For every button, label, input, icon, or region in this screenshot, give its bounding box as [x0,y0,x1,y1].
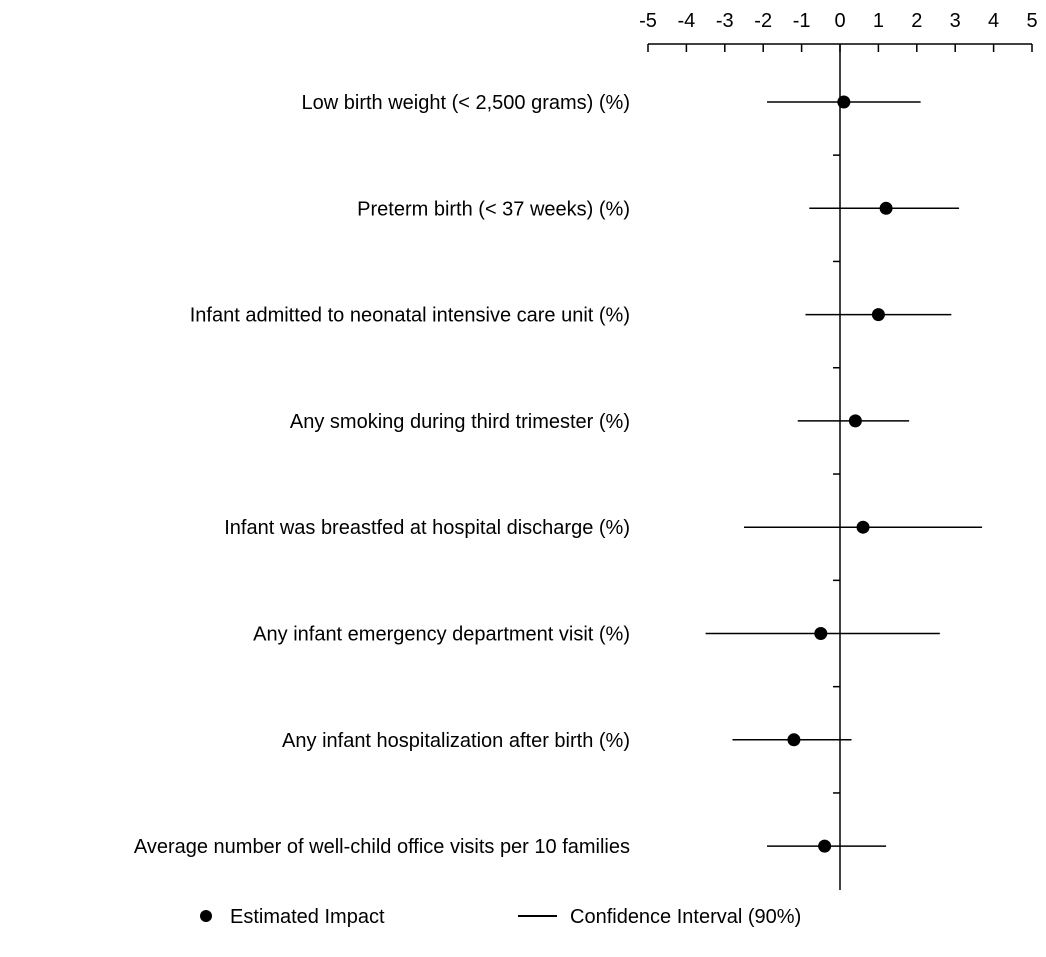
estimate-point [848,414,862,428]
row-label: Any infant emergency department visit (%… [253,624,630,646]
x-tick-label: 1 [873,10,884,32]
legend-impact-marker [200,910,212,922]
x-tick-label: 2 [911,10,922,32]
x-tick-label: -2 [754,10,772,32]
row-label: Low birth weight (< 2,500 grams) (%) [302,92,630,114]
x-axis: -5 -4 -3 -2 -1 0 1 2 3 4 5 [639,10,1038,52]
row-label: Infant admitted to neonatal intensive ca… [190,305,630,327]
row-label: Average number of well-child office visi… [134,836,630,858]
y-axis [833,44,841,890]
estimate-point [814,627,828,640]
x-tick-label: -5 [639,10,657,32]
row-label: Infant was breastfed at hospital dischar… [224,517,630,539]
x-tick-label: 3 [950,10,961,32]
estimate-point [856,520,870,534]
x-tick-label: -1 [793,10,811,32]
row-label: Any infant hospitalization after birth (… [282,730,630,752]
estimate-point [818,839,832,853]
plot-rows: Low birth weight (< 2,500 grams) (%) Pret… [134,92,983,858]
estimate-point [787,733,801,747]
x-tick-label: 4 [988,10,999,32]
row-label: Any smoking during third trimester (%) [290,411,630,433]
estimate-point [879,201,893,215]
estimate-point [871,308,885,322]
x-tick-label: -4 [678,10,696,32]
legend-impact-label: Estimated Impact [230,906,385,928]
estimate-point [837,95,851,109]
x-tick-label: 5 [1026,10,1037,32]
row-label: Preterm birth (< 37 weeks) (%) [357,198,630,220]
legend: Estimated Impact Confidence Interval (90… [200,906,801,928]
x-tick-label: 0 [834,10,845,32]
x-tick-label: -3 [716,10,734,32]
legend-ci-label: Confidence Interval (90%) [570,906,801,928]
